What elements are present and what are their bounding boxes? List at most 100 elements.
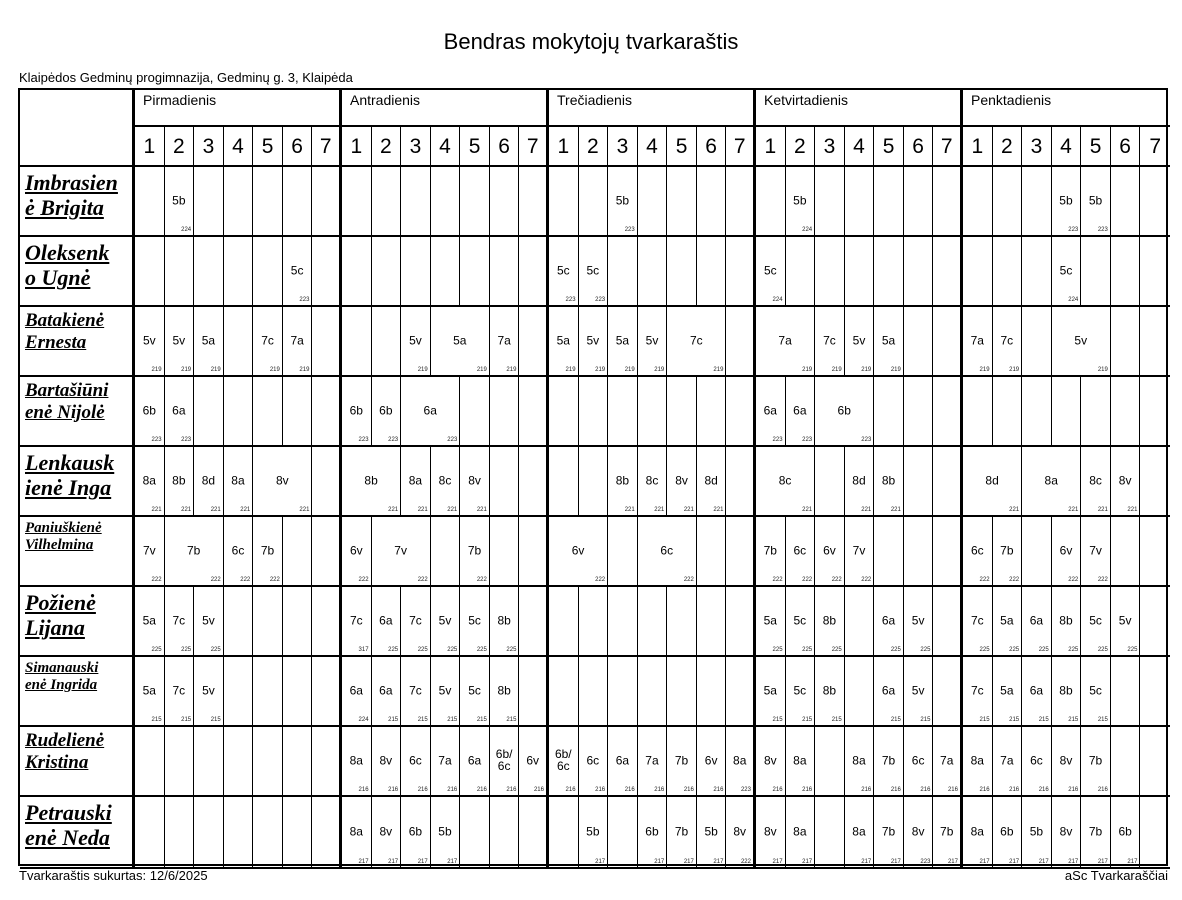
lesson-cell: 8v 216: [1051, 727, 1082, 797]
empty-cell: [1022, 237, 1052, 307]
class-label: 5a: [615, 333, 630, 348]
class-label: 8v: [911, 824, 925, 839]
empty-cell: [785, 237, 816, 307]
empty-cell: [489, 167, 520, 237]
room-number: 216: [683, 787, 694, 793]
empty-cell: [519, 307, 549, 377]
lesson-cell: 5v 225: [903, 587, 934, 657]
room-number: 216: [1038, 787, 1049, 793]
lesson-cell: 8v 216: [371, 727, 402, 797]
room-number: 217: [417, 859, 428, 865]
lesson-cell: 8a 217: [342, 797, 372, 869]
room-number: 225: [890, 647, 901, 653]
teacher-name-line: ienė Inga: [25, 475, 112, 501]
room-number: 225: [1068, 647, 1079, 653]
empty-cell: [903, 237, 934, 307]
class-label: 6c: [586, 753, 600, 768]
room-number: 224: [772, 297, 783, 303]
lesson-cell: 7c 215: [164, 657, 195, 727]
class-label: 6c: [409, 753, 422, 768]
empty-cell: [874, 167, 904, 237]
lesson-cell: 7c 219: [667, 307, 727, 377]
lesson-cell: 5v 225: [430, 587, 461, 657]
class-label: 6c: [970, 543, 984, 558]
class-label: 8a: [733, 753, 747, 768]
class-label: 5c: [556, 263, 570, 278]
class-label: 6c: [793, 543, 807, 558]
empty-cell: [992, 237, 1023, 307]
room-number: 216: [861, 787, 872, 793]
teacher-name[interactable]: Rudelienė Kristina: [20, 727, 132, 774]
teacher-name-line: enė Neda: [25, 825, 110, 851]
class-label: 7c: [172, 613, 186, 628]
empty-cell: [637, 587, 668, 657]
school-address: Klaipėdos Gedminų progimnazija, Gedminų …: [19, 70, 353, 85]
teacher-name-line: enė Nijolė: [25, 401, 105, 423]
teacher-name[interactable]: Batakienė Ernesta: [20, 307, 132, 354]
lesson-cell: 8b 225: [1051, 587, 1082, 657]
room-number: 216: [388, 787, 399, 793]
empty-cell: [696, 237, 727, 307]
room-number: 216: [979, 787, 990, 793]
teacher-name[interactable]: Bartašiūni enė Nijolė: [20, 377, 132, 424]
empty-cell: [282, 167, 313, 237]
teacher-name-cell: Batakienė Ernesta: [20, 307, 135, 377]
room-number: 215: [1009, 717, 1020, 723]
class-label: 7b: [467, 543, 482, 558]
room-number: 223: [920, 859, 931, 865]
class-label: 5b: [704, 824, 718, 839]
class-label: 8b: [615, 473, 630, 488]
empty-cell: [223, 587, 254, 657]
teacher-name[interactable]: Požienė Lijana: [20, 587, 132, 641]
room-number: 221: [861, 507, 872, 513]
teacher-name-cell: Imbrasien ė Brigita: [20, 167, 135, 237]
teacher-name[interactable]: Paniuškienė Vilhelmina: [20, 517, 132, 555]
class-label: 6c: [1030, 753, 1043, 768]
room-number: 223: [861, 437, 872, 443]
room-number: 225: [920, 647, 931, 653]
room-number: 219: [417, 367, 428, 373]
room-number: 219: [654, 367, 665, 373]
teacher-name[interactable]: Imbrasien ė Brigita: [20, 167, 132, 221]
room-number: 216: [713, 787, 724, 793]
lesson-cell: 8b 215: [815, 657, 845, 727]
teacher-name-line: Batakienė: [25, 310, 105, 331]
empty-cell: [282, 377, 313, 447]
room-number: 215: [388, 717, 399, 723]
empty-cell: [726, 307, 756, 377]
lesson-cell: 6v 222: [815, 517, 845, 587]
lesson-cell: 6a 225: [1022, 587, 1052, 657]
room-number: 222: [1068, 577, 1079, 583]
class-label: 7a: [438, 753, 452, 768]
empty-cell: [312, 377, 342, 447]
empty-cell: [194, 237, 224, 307]
lesson-cell: 7a 216: [430, 727, 461, 797]
teacher-name[interactable]: Oleksenk o Ugnė: [20, 237, 132, 291]
empty-cell: [903, 307, 934, 377]
empty-cell: [815, 447, 845, 517]
empty-cell: [164, 727, 195, 797]
class-label: 5b: [793, 193, 807, 208]
room-number: 219: [595, 367, 606, 373]
class-label: 5v: [1118, 613, 1132, 628]
lesson-cell: 5b 224: [164, 167, 195, 237]
room-number: 222: [240, 577, 251, 583]
room-number: 217: [358, 859, 369, 865]
lesson-cell: 6b/ 6c 216: [489, 727, 520, 797]
class-label: 6a: [1029, 613, 1044, 628]
room-number: 216: [447, 787, 458, 793]
class-label: 5c: [763, 263, 777, 278]
class-label: 7v: [1089, 543, 1102, 558]
teacher-name[interactable]: Lenkausk ienė Inga: [20, 447, 132, 501]
empty-cell: [312, 307, 342, 377]
room-number: 216: [772, 787, 783, 793]
class-label: 5v: [202, 683, 215, 698]
lesson-cell: 7c 317: [342, 587, 372, 657]
teacher-name[interactable]: Petrauski enė Neda: [20, 797, 132, 851]
class-label: 7c: [409, 613, 422, 628]
teacher-name[interactable]: Simanauski enė Ingrida: [20, 657, 132, 695]
empty-cell: [519, 657, 549, 727]
lesson-cell: 7b 216: [1081, 727, 1111, 797]
empty-cell: [726, 587, 756, 657]
room-number: 216: [533, 787, 544, 793]
